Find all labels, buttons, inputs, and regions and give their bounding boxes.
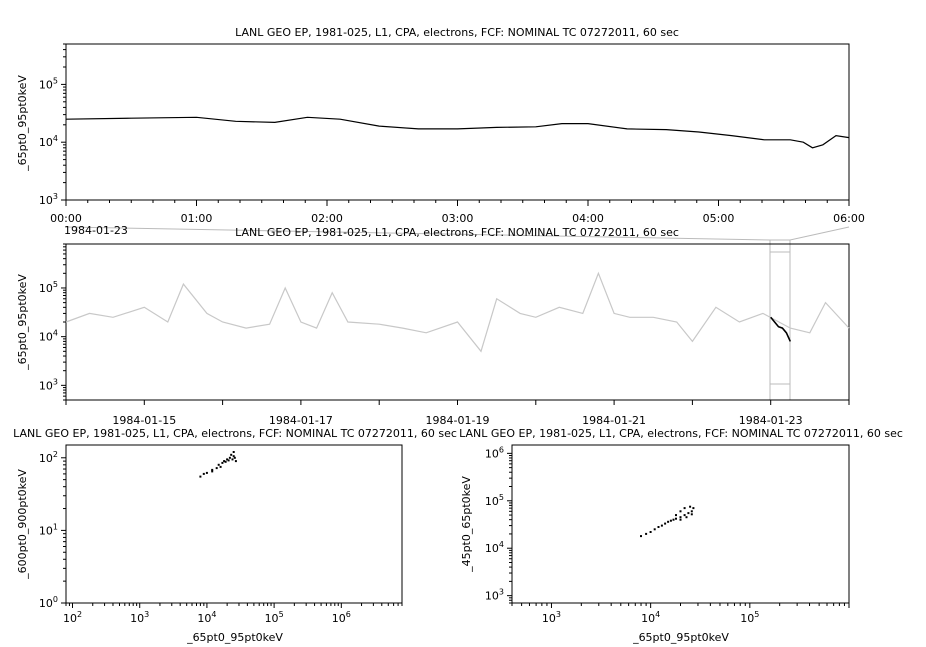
bottom-right-x-axis-label: _65pt0_95pt0keV	[632, 631, 729, 644]
middle-series-line	[65, 271, 850, 353]
bottom-left-x-axis-label: _65pt0_95pt0keV	[186, 631, 283, 644]
bottom-left-data-point	[234, 460, 237, 463]
bottom-left-data-point	[221, 461, 224, 464]
bottom-right-data-point	[675, 514, 677, 517]
top-y-tick-label: 105	[39, 76, 58, 91]
top-y-tick-label: 103	[39, 192, 58, 207]
bottom-right-data-point	[689, 505, 692, 508]
top-x-tick-label: 05:00	[703, 212, 735, 225]
bottom-left-data-point	[219, 465, 222, 468]
bottom-right-x-tick-label: 103	[542, 610, 561, 625]
bottom-right-data-point	[690, 510, 693, 513]
bottom-left-y-tick-label: 102	[39, 450, 58, 465]
bottom-left-data-point	[223, 460, 226, 463]
bottom-right-data-point	[653, 528, 656, 531]
middle-highlight-series-line	[770, 316, 792, 342]
top-plot-frame	[65, 43, 850, 201]
bottom-right-x-tick-label: 104	[641, 610, 660, 625]
bottom-right-data-point	[683, 514, 686, 517]
bottom-right-y-tick-label: 103	[485, 588, 504, 603]
bottom-right-data-point	[669, 519, 672, 522]
bottom-right-plot-frame	[511, 444, 850, 604]
bottom-right-y-tick-label: 104	[485, 540, 504, 555]
top-x-tick-label: 02:00	[311, 212, 343, 225]
bottom-right-data-point	[685, 516, 688, 519]
middle-time-series-panel: LANL GEO EP, 1981-025, L1, CPA, electron…	[16, 226, 850, 427]
zoom-connector	[65, 226, 850, 401]
bottom-left-x-tick-label: 105	[265, 610, 284, 625]
bottom-left-data-point	[205, 471, 208, 474]
bottom-left-y-tick-label: 100	[39, 595, 58, 610]
bottom-right-y-axis-label: _45pt0_65pt0keV	[460, 476, 473, 573]
bottom-left-data-point	[224, 460, 227, 463]
bottom-right-data-point	[649, 531, 652, 533]
bottom-right-data-point	[679, 516, 682, 519]
middle-y-tick-label: 104	[39, 329, 58, 344]
middle-x-tick-label: 1984-01-15	[112, 414, 176, 427]
bottom-right-data-point	[667, 520, 670, 523]
bottom-right-chart-title: LANL GEO EP, 1981-025, L1, CPA, electron…	[459, 427, 903, 440]
middle-chart-title: LANL GEO EP, 1981-025, L1, CPA, electron…	[235, 226, 679, 239]
bottom-right-y-tick-label: 106	[485, 445, 504, 460]
top-time-series-panel: LANL GEO EP, 1981-025, L1, CPA, electron…	[16, 26, 865, 237]
middle-x-tick-label: 1984-01-23	[739, 414, 803, 427]
bottom-left-data-point	[211, 470, 214, 473]
bottom-left-x-tick-label: 102	[63, 610, 82, 625]
middle-y-axis-label: _65pt0_95pt0keV	[16, 274, 29, 371]
top-y-tick-label: 104	[39, 134, 58, 149]
bottom-left-data-point	[217, 463, 220, 466]
bottom-right-data-point	[675, 517, 677, 520]
bottom-left-y-axis-label: _600pt0_900pt0keV	[16, 469, 29, 580]
bottom-left-x-tick-label: 103	[130, 610, 149, 625]
bottom-right-data-point	[692, 507, 695, 510]
top-x-tick-label: 03:00	[442, 212, 474, 225]
bottom-left-data-point	[232, 455, 235, 458]
bottom-right-scatter-panel: LANL GEO EP, 1981-025, L1, CPA, electron…	[459, 427, 903, 644]
bottom-left-data-point	[232, 451, 235, 453]
bottom-left-data-point	[233, 456, 236, 459]
top-x-tick-label: 00:00	[50, 212, 82, 225]
top-chart-title: LANL GEO EP, 1981-025, L1, CPA, electron…	[235, 26, 679, 39]
bottom-right-data-point	[645, 532, 648, 535]
bottom-left-data-point	[211, 468, 214, 471]
bottom-right-data-point	[672, 518, 675, 521]
middle-x-tick-label: 1984-01-19	[426, 414, 490, 427]
top-x-tick-label: 06:00	[833, 212, 865, 225]
bottom-left-data-point	[228, 456, 231, 459]
bottom-right-data-point	[690, 513, 693, 516]
bottom-left-data-point	[231, 458, 234, 461]
bottom-right-data-point	[640, 535, 642, 538]
bottom-left-y-tick-label: 101	[39, 522, 58, 537]
bottom-right-data-point	[664, 522, 667, 525]
top-x-tick-label: 01:00	[181, 212, 213, 225]
bottom-left-data-point	[227, 459, 230, 462]
bottom-right-y-tick-label: 105	[485, 493, 504, 508]
bottom-right-x-tick-label: 105	[740, 610, 759, 625]
bottom-right-data-point	[657, 526, 660, 528]
bottom-left-plot-frame	[65, 444, 403, 604]
top-series-line	[65, 116, 850, 149]
middle-y-tick-label: 103	[39, 377, 58, 392]
bottom-right-data-point	[687, 512, 690, 515]
bottom-right-data-point	[679, 510, 682, 513]
top-x-tick-label: 04:00	[572, 212, 604, 225]
middle-x-tick-label: 1984-01-21	[582, 414, 646, 427]
top-y-axis-label: _65pt0_95pt0keV	[16, 75, 29, 172]
bottom-left-chart-title: LANL GEO EP, 1981-025, L1, CPA, electron…	[13, 427, 457, 440]
bottom-right-data-point	[660, 524, 663, 527]
bottom-left-scatter-panel: LANL GEO EP, 1981-025, L1, CPA, electron…	[13, 427, 457, 644]
bottom-left-data-point	[226, 458, 229, 461]
bottom-left-data-point	[230, 453, 233, 456]
bottom-left-data-point	[202, 472, 205, 475]
top-date-sublabel: 1984-01-23	[64, 224, 128, 237]
middle-x-tick-label: 1984-01-17	[269, 414, 333, 427]
bottom-left-x-tick-label: 106	[332, 610, 351, 625]
bottom-right-data-point	[679, 518, 682, 521]
bottom-left-data-point	[199, 475, 202, 478]
middle-y-tick-label: 105	[39, 280, 58, 295]
bottom-left-x-tick-label: 104	[197, 610, 216, 625]
bottom-right-data-point	[683, 507, 686, 510]
bottom-left-data-point	[215, 467, 218, 470]
